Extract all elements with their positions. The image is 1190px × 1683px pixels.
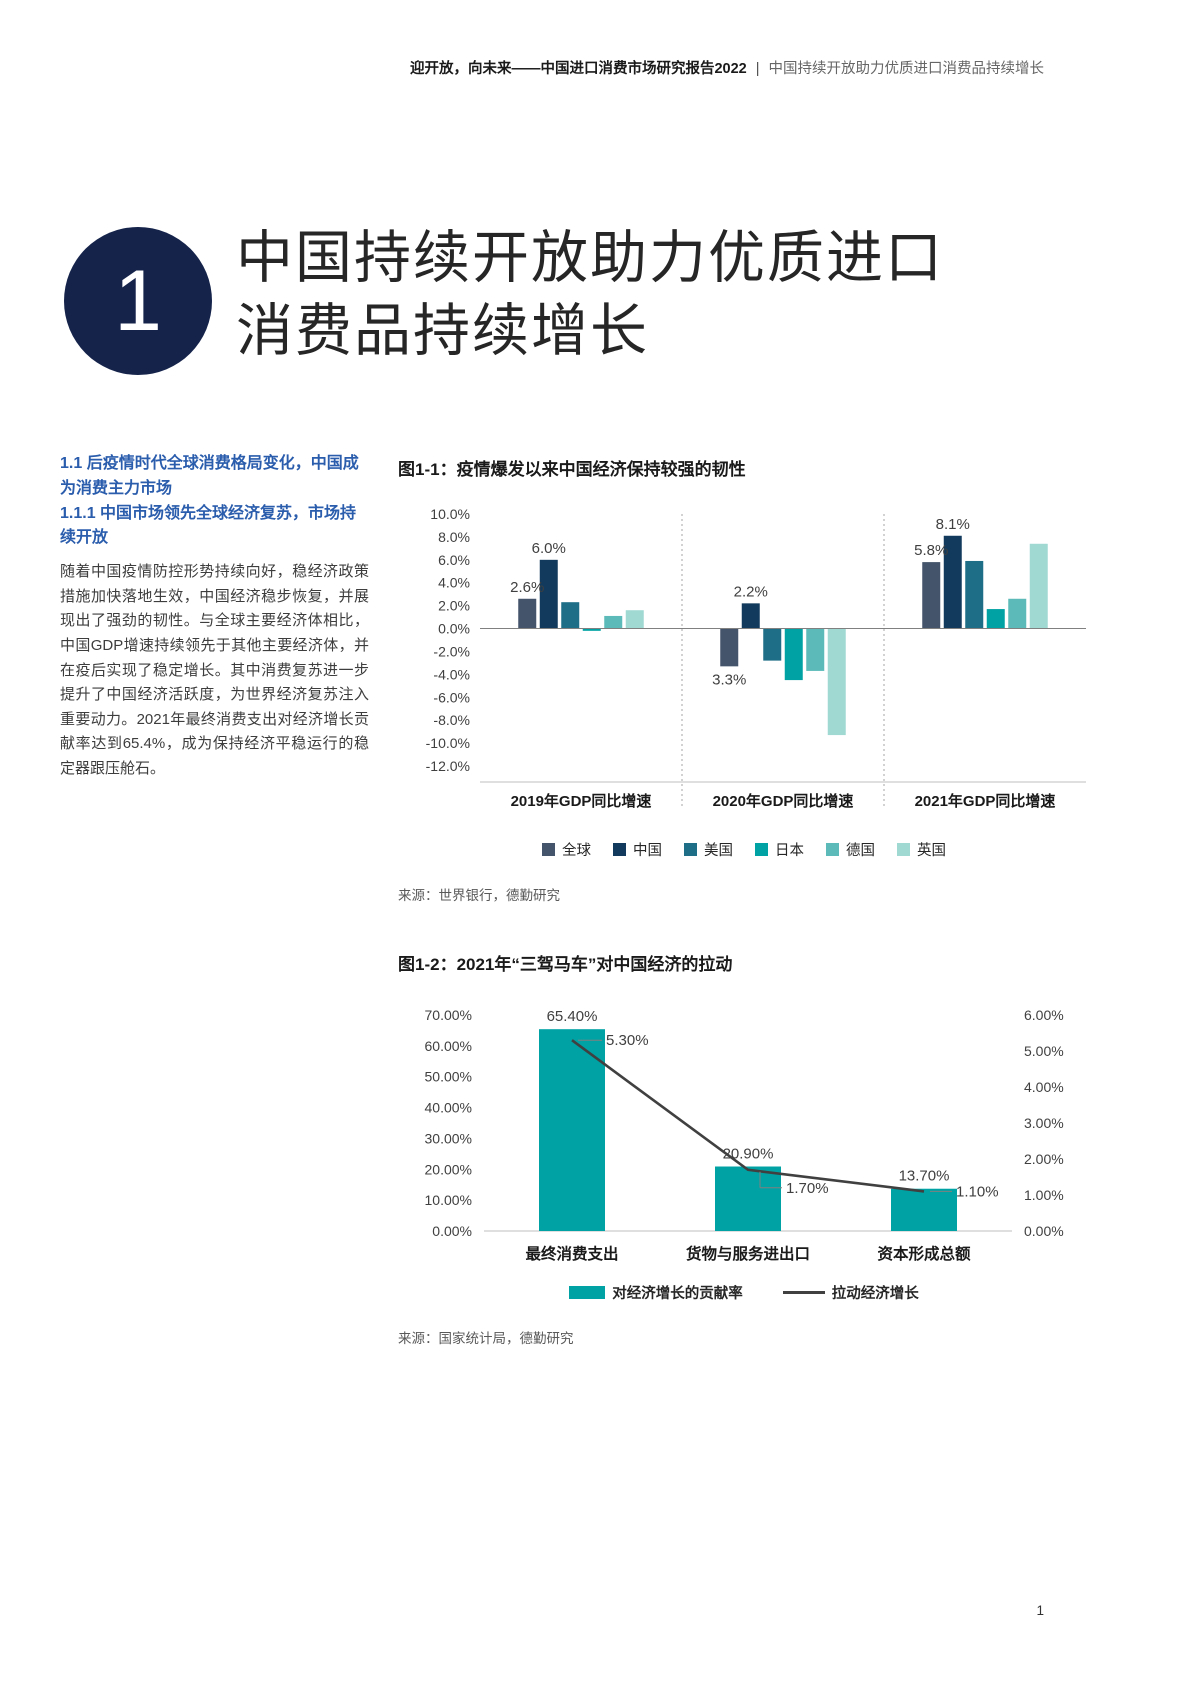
legend-item-全球: 全球 [542, 839, 591, 860]
gdp-chart: 10.0% 8.0% 6.0% 4.0% 2.0% 0.0% -2.0% -4.0% -6.0%… [398, 506, 1090, 815]
svg-text:2019年GDP同比增速: 2019年GDP同比增速 [511, 792, 652, 810]
legend-label: 对经济增长的贡献率 [612, 1286, 743, 1302]
svg-text:40.00%: 40.00% [425, 1100, 472, 1116]
svg-text:最终消费支出: 最终消费支出 [525, 1244, 618, 1263]
body-paragraph: 随着中国疫情防控形势持续向好，稳经济政策措施加快落地生效，中国经济稳步恢复，并展… [60, 563, 369, 777]
section-heading-1-1-1: 1.1.1 中国市场领先全球经济复苏，市场持续开放 [60, 504, 357, 547]
legend-bar-swatch [569, 1286, 606, 1299]
svg-text:60.00%: 60.00% [425, 1038, 472, 1054]
svg-text:6.0%: 6.0% [532, 540, 566, 557]
svg-text:5.30%: 5.30% [606, 1032, 649, 1049]
chapter-number: 1 [114, 252, 162, 349]
svg-text:-10.0%: -10.0% [426, 735, 470, 751]
svg-text:70.00%: 70.00% [425, 1007, 472, 1023]
header-divider: | [755, 61, 760, 77]
legend-label: 拉动经济增长 [831, 1286, 919, 1302]
legend-swatch [897, 843, 910, 856]
figure-1-1-source: 来源：世界银行，德勤研究 [398, 888, 560, 903]
svg-text:-12.0%: -12.0% [426, 758, 470, 774]
svg-text:3.3%: 3.3% [712, 671, 746, 688]
svg-text:8.1%: 8.1% [936, 516, 970, 533]
legend-swatch [542, 843, 555, 856]
legend-item-日本: 日本 [755, 839, 804, 860]
legend-item-美国: 美国 [684, 839, 733, 860]
svg-text:10.0%: 10.0% [430, 506, 470, 522]
svg-text:-2.0%: -2.0% [433, 643, 470, 659]
svg-text:1.00%: 1.00% [1024, 1187, 1064, 1203]
sidebar-text-column: 1.1 后疫情时代全球消费格局变化，中国成为消费主力市场 1.1.1 中国市场领… [60, 452, 369, 782]
svg-text:-8.0%: -8.0% [433, 712, 470, 728]
svg-text:13.70%: 13.70% [899, 1168, 950, 1185]
svg-text:5.8%: 5.8% [914, 542, 948, 559]
legend-item-德国: 德国 [826, 839, 875, 860]
legend-label: 英国 [917, 843, 946, 859]
gdp-chart-legend: 全球 中国 美国 日本 德国 英国 [398, 839, 1090, 860]
legend-item-bar: 对经济增长的贡献率 [569, 1282, 743, 1303]
header-report-title: 迎开放，向未来——中国进口消费市场研究报告2022 [409, 61, 747, 77]
legend-label: 美国 [704, 843, 733, 859]
svg-text:0.00%: 0.00% [1024, 1223, 1064, 1239]
svg-text:6.00%: 6.00% [1024, 1007, 1064, 1023]
svg-text:65.40%: 65.40% [547, 1008, 598, 1025]
svg-text:4.00%: 4.00% [1024, 1079, 1064, 1095]
svg-text:2.00%: 2.00% [1024, 1151, 1064, 1167]
chapter-title-line2: 消费品持续增长 [236, 298, 649, 363]
svg-text:-6.0%: -6.0% [433, 689, 470, 705]
svg-text:-4.0%: -4.0% [433, 666, 470, 682]
page-header: 迎开放，向未来——中国进口消费市场研究报告2022 | 中国持续开放助力优质进口消费… [410, 57, 1044, 78]
svg-text:1.70%: 1.70% [786, 1180, 829, 1197]
section-heading-1-1: 1.1 后疫情时代全球消费格局变化，中国成为消费主力市场 [60, 455, 359, 497]
legend-swatch [613, 843, 626, 856]
svg-text:10.00%: 10.00% [425, 1192, 472, 1208]
svg-text:2.0%: 2.0% [438, 598, 470, 614]
chapter-title: 中国持续开放助力优质进口 消费品持续增长 [236, 222, 944, 368]
figure-1-2-title: 图1-2：2021年“三驾马车”对中国经济的拉动 [398, 955, 733, 974]
figure-1-1-title: 图1-1：疫情爆发以来中国经济保持较强的韧性 [398, 460, 746, 479]
chapter-number-badge: 1 [64, 227, 212, 375]
svg-text:2021年GDP同比增速: 2021年GDP同比增速 [915, 792, 1056, 810]
svg-text:4.0%: 4.0% [438, 575, 470, 591]
legend-swatch [684, 843, 697, 856]
legend-item-中国: 中国 [613, 839, 662, 860]
svg-text:0.00%: 0.00% [432, 1223, 472, 1239]
legend-label: 全球 [562, 843, 591, 859]
svg-text:20.90%: 20.90% [723, 1146, 774, 1163]
figures-column: 图1-1：疫情爆发以来中国经济保持较强的韧性 10.0% 8.0% 6.0% 4.0%… [398, 455, 1090, 1347]
svg-text:50.00%: 50.00% [425, 1069, 472, 1085]
page-number: 1 [1036, 1603, 1044, 1618]
header-section-title: 中国持续开放助力优质进口消费品持续增长 [768, 61, 1045, 77]
svg-text:1.10%: 1.10% [956, 1183, 999, 1200]
legend-item-line: 拉动经济增长 [782, 1282, 919, 1303]
legend-label: 日本 [775, 843, 804, 859]
legend-label: 德国 [846, 843, 875, 859]
svg-text:30.00%: 30.00% [425, 1130, 472, 1146]
svg-text:6.0%: 6.0% [438, 552, 470, 568]
svg-text:20.00%: 20.00% [425, 1161, 472, 1177]
svg-text:3.00%: 3.00% [1024, 1115, 1064, 1131]
legend-swatch [755, 843, 768, 856]
svg-text:8.0%: 8.0% [438, 529, 470, 545]
legend-swatch [826, 843, 839, 856]
svg-text:2.2%: 2.2% [734, 583, 768, 600]
svg-text:2020年GDP同比增速: 2020年GDP同比增速 [713, 792, 854, 810]
chapter-title-line1: 中国持续开放助力优质进口 [236, 226, 944, 290]
legend-label: 中国 [633, 843, 662, 859]
svg-text:2.6%: 2.6% [510, 579, 544, 596]
figure-1-2-source: 来源：国家统计局，德勤研究 [398, 1331, 574, 1346]
troika-chart: 0.00% 10.00% 20.00% 30.00% 40.00% 50.00% 60.00… [398, 1001, 1090, 1272]
legend-item-英国: 英国 [897, 839, 946, 860]
troika-chart-legend: 对经济增长的贡献率 拉动经济增长 [398, 1282, 1090, 1303]
svg-text:0.0%: 0.0% [438, 621, 470, 637]
svg-text:5.00%: 5.00% [1024, 1043, 1064, 1059]
legend-line-swatch [782, 1291, 825, 1294]
svg-text:资本形成总额: 资本形成总额 [877, 1244, 971, 1263]
svg-text:货物与服务进出口: 货物与服务进出口 [686, 1244, 810, 1263]
